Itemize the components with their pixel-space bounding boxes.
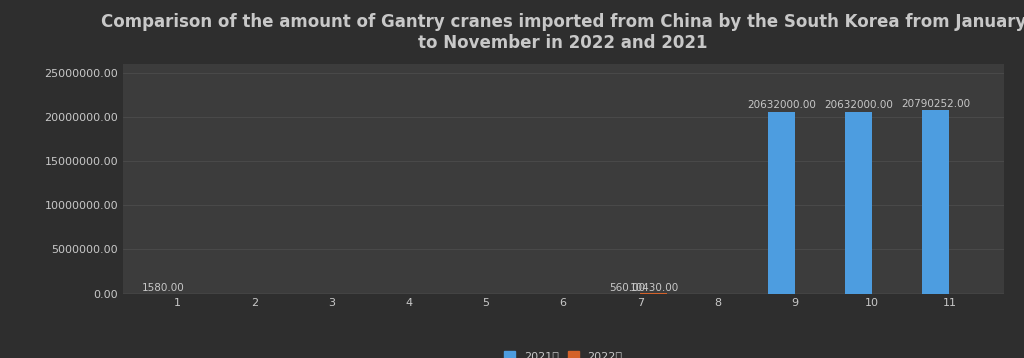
Text: 10430.00: 10430.00 <box>630 283 679 293</box>
Bar <box>923 110 949 294</box>
Text: 560.00: 560.00 <box>609 283 645 293</box>
Legend: 2021年, 2022年: 2021年, 2022年 <box>504 351 623 358</box>
Bar <box>768 112 795 294</box>
Title: Comparison of the amount of Gantry cranes imported from China by the South Korea: Comparison of the amount of Gantry crane… <box>100 13 1024 52</box>
Bar <box>845 112 872 294</box>
Text: 20632000.00: 20632000.00 <box>746 100 816 110</box>
Text: 20632000.00: 20632000.00 <box>824 100 893 110</box>
Text: 1580.00: 1580.00 <box>142 283 184 293</box>
Text: 20790252.00: 20790252.00 <box>901 98 971 108</box>
